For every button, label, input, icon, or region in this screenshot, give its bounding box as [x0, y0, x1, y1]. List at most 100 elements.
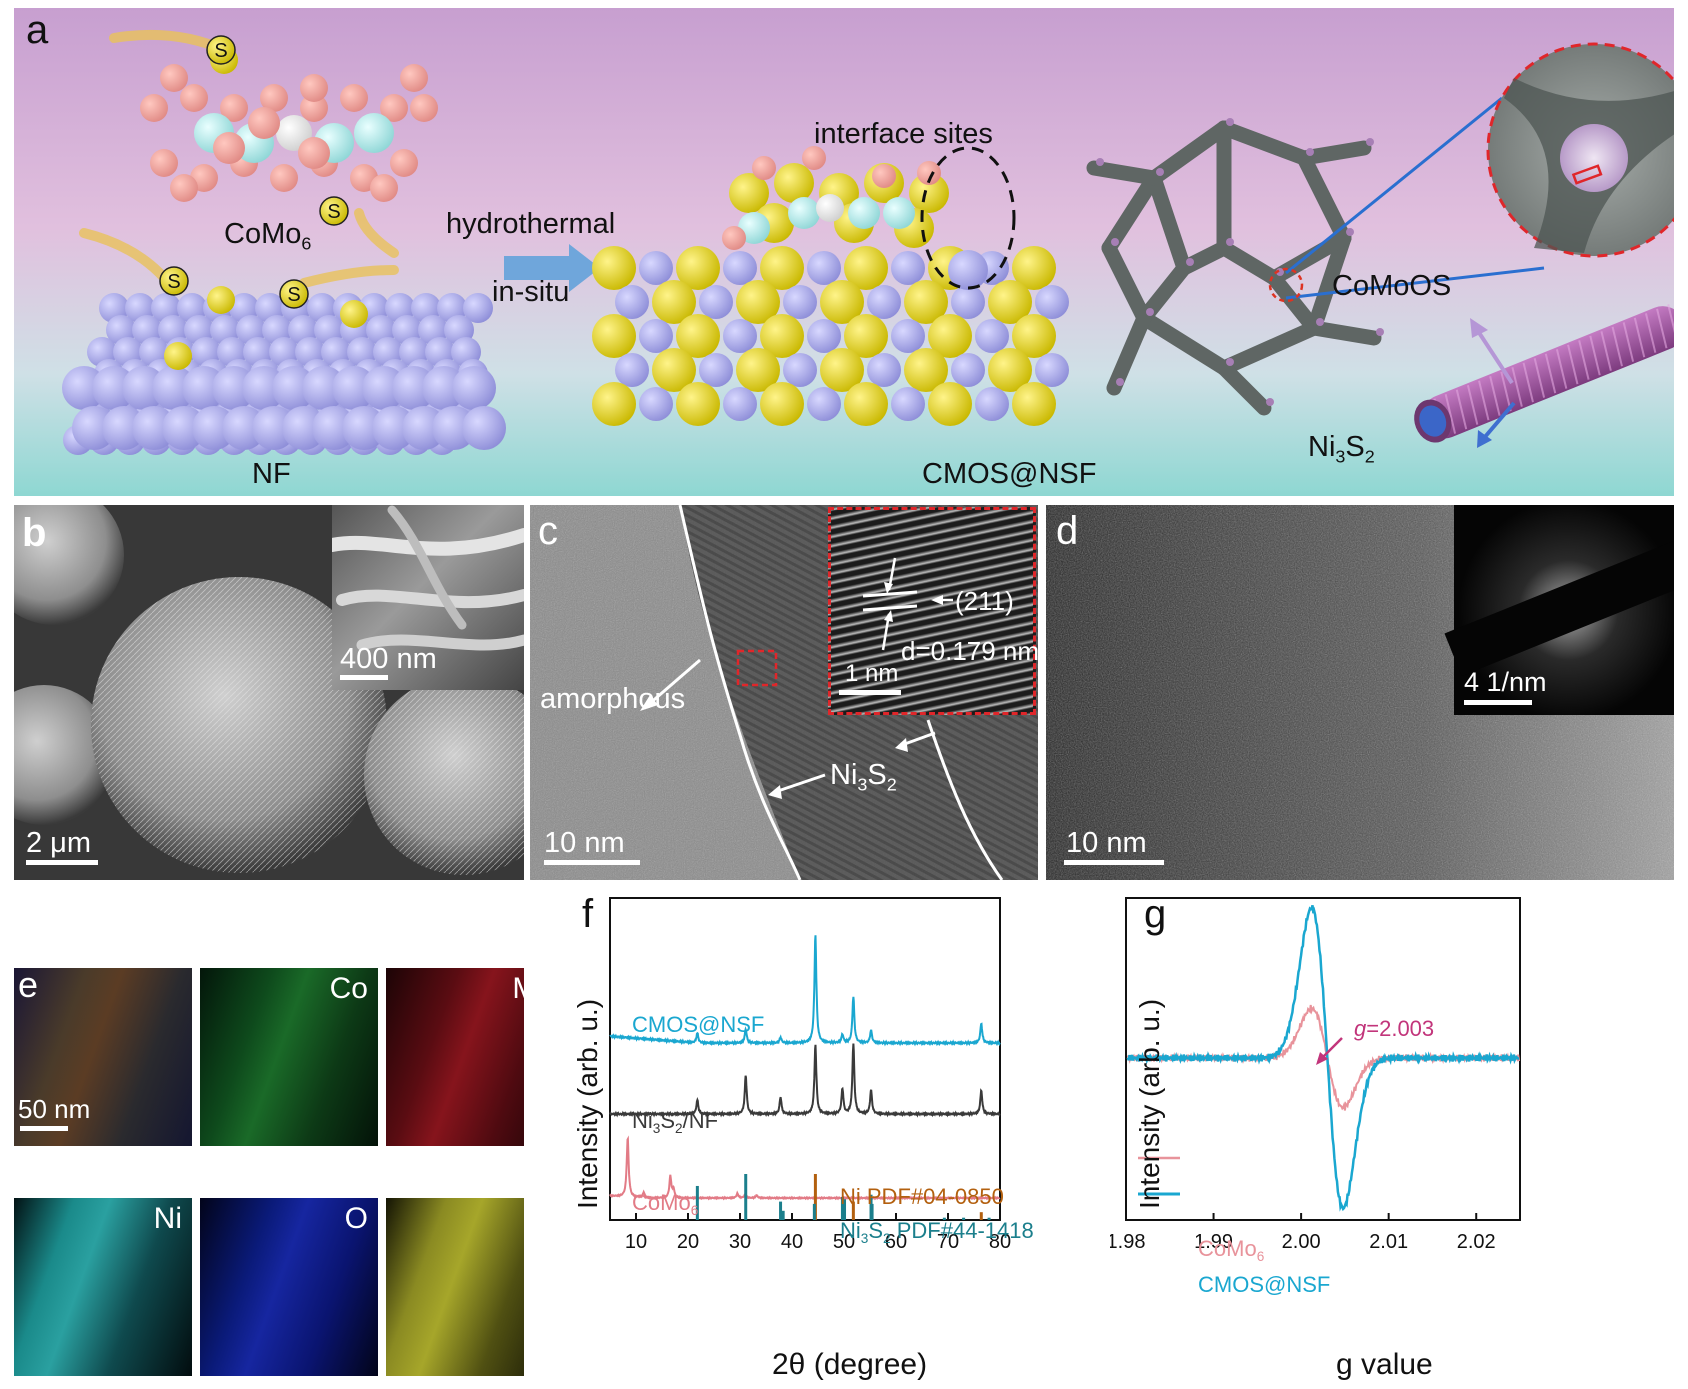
eds-co-tile: Co	[200, 968, 378, 1146]
foam-strut	[1101, 240, 1152, 326]
amorphous-boundary	[678, 505, 802, 880]
x-axis-label: 2θ (degree)	[772, 1348, 928, 1381]
sulfur-atom	[1012, 314, 1056, 358]
coated-nanorod	[1414, 304, 1674, 443]
eds-scale-label: 50 nm	[18, 1094, 91, 1124]
foam-strut	[1106, 310, 1152, 396]
oxygen-atom	[170, 174, 198, 202]
oxygen-atom	[150, 149, 178, 177]
zoom-box	[1571, 164, 1603, 185]
foam-particle	[1226, 238, 1234, 246]
oxygen-atom	[270, 164, 298, 192]
sulfur-atom	[592, 246, 636, 290]
comoos-arrow	[1474, 326, 1514, 385]
panel-a-illustration: S S S S	[62, 29, 1674, 455]
oxygen-atom	[300, 94, 328, 122]
sulfur-atom	[652, 280, 696, 324]
plot-frame	[609, 897, 1001, 1221]
sulfur-symbol: S	[214, 40, 227, 62]
oxygen-atom	[160, 64, 188, 92]
nickel-atom	[462, 406, 506, 450]
rod-texture-line	[1489, 376, 1501, 416]
x-tick-label: 10	[625, 1231, 647, 1253]
main-scale-label: 10 nm	[544, 827, 625, 859]
eds-co-label: Co	[329, 972, 368, 1005]
sulfur-atom	[736, 348, 780, 392]
zoom-line	[1285, 96, 1503, 275]
foam-particle	[1226, 118, 1234, 126]
sulfur-atom	[820, 280, 864, 324]
foam-particle	[1186, 258, 1194, 266]
panel-e-label: e	[18, 968, 39, 1005]
ni3s2-label: Ni3S2	[830, 759, 897, 795]
saed-inset: 4 1/nm	[1444, 505, 1674, 715]
molybdenum-atom	[883, 197, 915, 229]
sulfur-atom	[592, 382, 636, 426]
molybdenum-atom	[738, 212, 770, 244]
legend-ni3s2-pdf: Ni3S2 PDF#44-1418	[840, 1218, 1034, 1246]
annotation-arrowhead-icon	[1316, 1052, 1328, 1065]
nickel-atom	[699, 353, 733, 387]
sulfur-atom	[820, 348, 864, 392]
oxygen-atom	[802, 146, 826, 170]
x-tick-label: 70	[937, 1231, 959, 1253]
main-scalebar	[544, 860, 640, 865]
sulfur-trail	[299, 265, 399, 288]
rod-texture-line	[1611, 326, 1623, 367]
nickel-atom	[1035, 353, 1069, 387]
foam-strut	[1216, 240, 1282, 286]
panel-c-label: c	[538, 509, 558, 553]
oxygen-atom	[248, 107, 280, 139]
oxygen-atom	[180, 84, 208, 112]
series-line-ni3s2nf	[609, 1043, 1001, 1118]
oxygen-atom	[340, 84, 368, 112]
como6-cluster	[140, 64, 438, 202]
eds-overlay-tile: e 50 nm	[14, 968, 192, 1146]
oxygen-atom	[400, 64, 428, 92]
rod-texture-line	[1589, 335, 1601, 376]
sulfur-symbol: S	[327, 201, 340, 223]
nickel-atom	[1035, 285, 1069, 319]
foam-strut	[1306, 230, 1352, 336]
legend-como6: CoMo6	[632, 1190, 699, 1218]
foam-strut	[1101, 170, 1162, 256]
zoom-line	[1285, 266, 1545, 300]
saed-scale-label: 4 1/nm	[1464, 667, 1547, 697]
oxygen-atom	[752, 156, 776, 180]
urchin-particle	[1560, 124, 1628, 192]
process-arrow-icon	[504, 244, 600, 292]
crystal-boundary	[926, 719, 1004, 880]
nickel-atom	[699, 285, 733, 319]
nickel-atom	[951, 353, 985, 387]
ni3s2-arrowhead-icon	[1477, 430, 1492, 448]
sulfur-atom	[1012, 246, 1056, 290]
rod-texture-line	[1522, 362, 1534, 403]
series-line-como6	[609, 1135, 1001, 1201]
x-tick-label: 80	[989, 1231, 1011, 1253]
rod-texture-line	[1533, 358, 1546, 398]
foam-strut	[1296, 140, 1372, 166]
sulfur-symbol: S	[287, 284, 300, 306]
rod-texture-line	[1544, 353, 1557, 394]
x-tick-label: 50	[833, 1231, 855, 1253]
inset-scalebar	[340, 675, 388, 680]
x-tick-label: 40	[781, 1231, 803, 1253]
eds-ni-label: Ni	[153, 1202, 182, 1235]
foam-particle	[1096, 158, 1104, 166]
nickel-atom	[975, 319, 1009, 353]
foam-particle	[1376, 328, 1384, 336]
oxygen-atom	[220, 94, 248, 122]
panel-b-sem-image: 400 nm b 2 μm	[14, 505, 524, 880]
x-tick-label: 1.98	[1110, 1231, 1145, 1253]
legend-ni3s2-nf: Ni3S2/NF	[632, 1108, 719, 1136]
x-tick-label: 2.02	[1457, 1231, 1496, 1253]
foam-strut	[1136, 310, 1232, 376]
epr-chart-svg: 1.98 1.99 2.00 2.01 2.02	[1110, 897, 1521, 1253]
foam-strut	[1306, 320, 1382, 346]
rod-texture-line	[1578, 340, 1590, 380]
nickel-atom	[723, 319, 757, 353]
nickel-foam-slab	[62, 46, 506, 455]
sulfur-atom	[319, 196, 349, 226]
oxygen-atom	[380, 94, 408, 122]
foam-strut	[1216, 360, 1272, 416]
